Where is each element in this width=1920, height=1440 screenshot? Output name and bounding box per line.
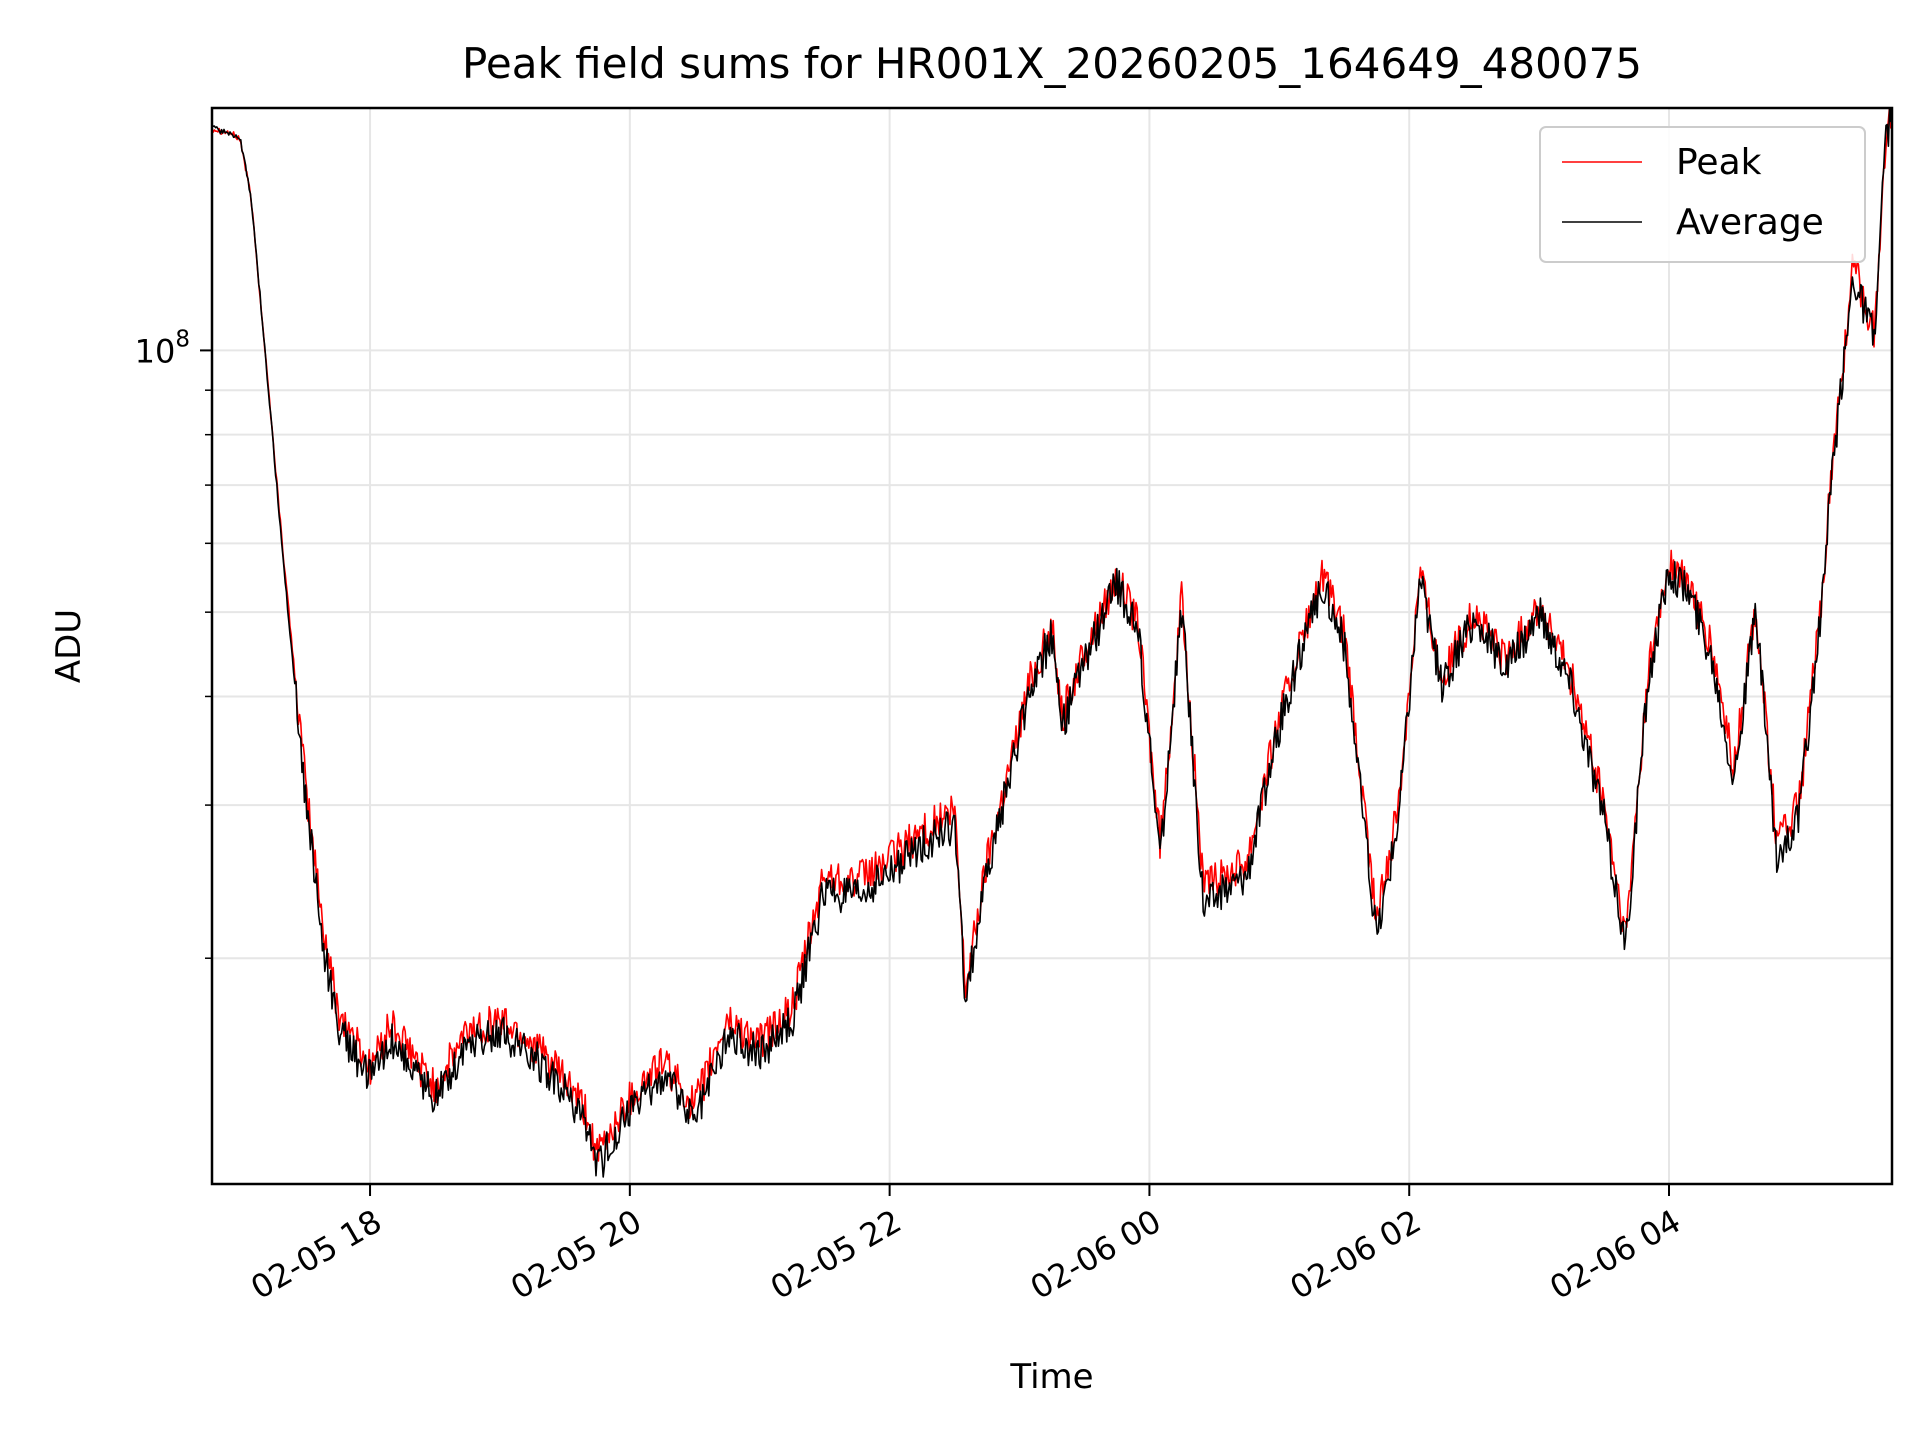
series-line-average [212,108,1892,1178]
x-tick-label: 02-05 18 [244,1202,388,1307]
legend-label-peak: Peak [1676,142,1762,183]
y-axis-label: ADU [49,609,89,683]
x-axis-label: Time [1009,1357,1093,1397]
y-tick-label: 108 [135,326,190,370]
legend: Peak Average [1539,126,1866,263]
series-layer [212,108,1892,1178]
chart-title: Peak field sums for HR001X_20260205_1646… [462,39,1642,88]
x-axis: 02-05 18 02-05 20 02-05 22 02-06 00 02-06 02… [244,1184,1687,1307]
legend-label-average: Average [1676,202,1824,243]
x-tick-label: 02-05 20 [504,1202,648,1307]
legend-box [1539,126,1866,263]
x-tick-label: 02-05 22 [764,1202,908,1307]
x-tick-label: 02-06 04 [1543,1202,1687,1307]
x-tick-label: 02-06 00 [1024,1202,1168,1307]
grid [212,108,1892,1184]
x-tick-label: 02-06 02 [1284,1202,1428,1307]
plot-frame [210,106,1894,1186]
y-axis: 108 [135,326,212,959]
